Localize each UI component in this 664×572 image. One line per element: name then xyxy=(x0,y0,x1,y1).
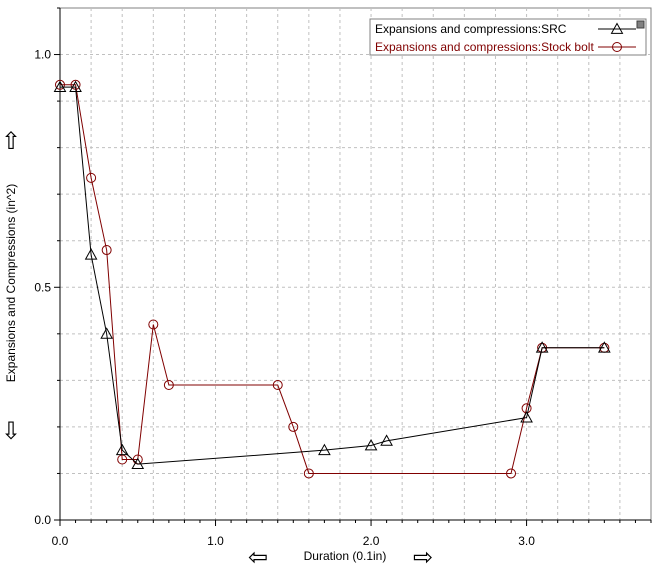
series-line-stock-bolt xyxy=(60,84,605,474)
data-point-src xyxy=(380,434,393,446)
legend-box xyxy=(369,18,647,56)
legend-label-src: Expansions and compressions:SRC xyxy=(375,22,567,36)
series-stock-bolt xyxy=(55,79,610,479)
y-scroll-down-icon[interactable]: ⇩ xyxy=(1,418,21,445)
data-point-src xyxy=(364,438,378,451)
x-scroll-right-icon[interactable]: ⇨ xyxy=(413,544,433,571)
data-point-src xyxy=(535,341,549,353)
series-line-src xyxy=(60,86,605,465)
x-axis-title: Duration (0.1in) xyxy=(304,549,387,563)
data-point-stock-bolt xyxy=(86,172,97,183)
data-point-stock-bolt xyxy=(148,319,159,330)
y-tick-label: 0.5 xyxy=(34,280,51,294)
data-point-src xyxy=(131,457,145,470)
data-point-src xyxy=(115,443,129,456)
legend-label-stock-bolt: Expansions and compressions:Stock bolt xyxy=(375,40,594,54)
series-src xyxy=(53,80,611,470)
plot-area xyxy=(59,7,652,521)
data-point-stock-bolt xyxy=(163,380,174,391)
legend-marker-src xyxy=(610,22,624,34)
data-point-src xyxy=(53,80,67,93)
x-tick-label: 2.0 xyxy=(363,534,380,548)
data-point-src xyxy=(318,443,331,456)
data-point-src xyxy=(84,248,98,260)
y-tick-label: 1.0 xyxy=(34,48,51,62)
data-point-stock-bolt xyxy=(506,468,517,479)
legend-toggle-icon[interactable] xyxy=(636,20,645,29)
series-layer xyxy=(53,79,611,479)
axes: 0.0 1.0 2.0 3.0 0.0 0.5 1.0 xyxy=(34,7,652,548)
y-axis-title: Expansions and Compressions (in^2) xyxy=(4,184,18,382)
x-tick-label: 3.0 xyxy=(518,534,535,548)
x-tick-label: 1.0 xyxy=(207,534,224,548)
data-point-src xyxy=(100,327,114,339)
data-point-src xyxy=(597,341,611,353)
data-point-stock-bolt xyxy=(288,421,299,432)
legend-marker-stock-bolt xyxy=(612,42,622,52)
data-point-src xyxy=(520,411,533,423)
data-point-src xyxy=(69,80,82,93)
x-scroll-left-icon[interactable]: ⇦ xyxy=(248,544,268,571)
data-point-stock-bolt xyxy=(101,245,112,256)
x-tick-label: 0.0 xyxy=(52,534,69,548)
data-point-stock-bolt xyxy=(303,468,314,479)
y-tick-label: 0.0 xyxy=(34,513,51,527)
data-point-stock-bolt xyxy=(272,380,283,391)
y-scroll-up-icon[interactable]: ⇧ xyxy=(1,128,21,155)
data-point-stock-bolt xyxy=(55,79,65,90)
legend: Expansions and compressions:SRC Expansio… xyxy=(369,18,647,56)
